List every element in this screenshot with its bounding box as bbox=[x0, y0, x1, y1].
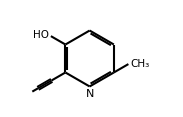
Text: CH₃: CH₃ bbox=[130, 59, 150, 69]
Text: N: N bbox=[85, 89, 94, 99]
Text: HO: HO bbox=[33, 30, 49, 40]
